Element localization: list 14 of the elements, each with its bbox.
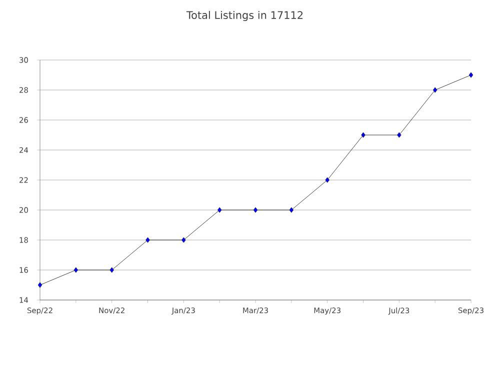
point: [325, 177, 330, 183]
point: [217, 207, 222, 213]
point: [38, 282, 42, 288]
point: [182, 237, 186, 243]
point: [74, 267, 78, 273]
point: [146, 237, 150, 243]
point: [397, 132, 402, 138]
point: [361, 132, 366, 138]
point: [253, 207, 258, 213]
point: [289, 207, 294, 213]
chart-title: Total Listings in 17112: [186, 10, 303, 22]
point: [468, 72, 474, 78]
point: [110, 267, 114, 273]
point: [432, 87, 438, 93]
